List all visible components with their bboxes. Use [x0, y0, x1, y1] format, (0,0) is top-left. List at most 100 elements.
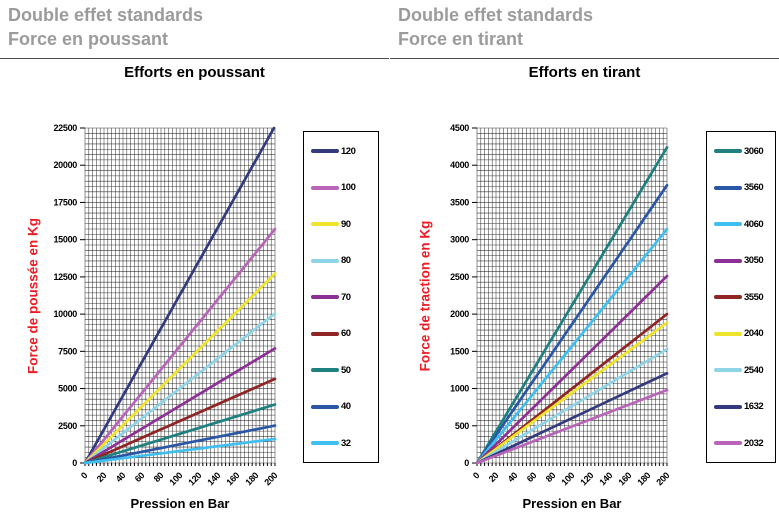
y-tick-label: 22500 [53, 123, 77, 133]
legend-label: 100 [341, 182, 356, 193]
legend-swatch [311, 295, 339, 299]
x-tick-label: 60 [133, 470, 147, 484]
legend-item-32: 32 [311, 438, 376, 449]
legend-item-1632: 1632 [714, 401, 773, 412]
y-tick-label: 12500 [53, 272, 77, 282]
legend-swatch [311, 368, 339, 372]
legend-swatch [714, 441, 742, 445]
series-line-60 [83, 377, 277, 465]
legend-swatch [714, 149, 742, 153]
legend-swatch [311, 149, 339, 153]
heading-line2: Force en poussant [8, 29, 169, 49]
legend-label: 2540 [744, 364, 764, 376]
legend-item-90: 90 [311, 219, 376, 230]
legend-item-3050: 3050 [714, 255, 773, 266]
legend-swatch [311, 222, 339, 226]
series-line-3050 [475, 274, 669, 465]
panel-heading: Double effet standards Force en tirant [390, 0, 779, 59]
y-axis-title: Force de traction en Kg [417, 220, 433, 372]
y-tick-label: 1000 [450, 384, 469, 394]
axis-ticks [472, 127, 668, 466]
x-tick-label: 140 [597, 470, 614, 487]
series-line-4060 [475, 227, 669, 465]
plot-grid [476, 127, 668, 464]
legend-swatch [714, 368, 742, 372]
x-tick-label: 200 [262, 470, 279, 487]
legend-item-2040: 2040 [714, 328, 773, 339]
legend-swatch [714, 331, 742, 336]
x-tick-label: 40 [114, 470, 128, 484]
legend-item-100: 100 [311, 182, 376, 193]
x-tick-label: 100 [167, 470, 184, 487]
x-tick-label: 120 [186, 470, 203, 487]
push-chart-plot: 0 2500 5000 7500 10000 12500 15000 17500 20000 22… [53, 123, 279, 487]
legend-label: 3550 [744, 291, 764, 303]
x-axis-title: Pression en Bar [522, 496, 622, 511]
y-tick-label: 4500 [450, 123, 469, 133]
series-line-100 [83, 227, 277, 465]
legend-label: 40 [341, 401, 351, 412]
legend-swatch [311, 185, 339, 190]
x-tick-label: 20 [487, 470, 501, 484]
y-tick-label: 0 [464, 458, 469, 468]
y-tick-label: 0 [72, 458, 77, 468]
y-tick-label: 2000 [450, 309, 469, 319]
y-tick-label: 2500 [58, 421, 77, 431]
heading-line1: Double effet standards [8, 5, 204, 25]
push-chart-legend: 120 100 90 80 70 60 50 40 32 [303, 131, 379, 463]
y-tick-label: 2500 [450, 272, 469, 282]
legend-label: 2040 [744, 328, 764, 339]
pull-chart-legend: 3060 3560 4060 3050 3550 2040 2540 1632 2032 [706, 131, 776, 463]
plot-grid [84, 127, 276, 464]
panel-heading: Double effet standards Force en poussant [0, 0, 389, 59]
series-line-120 [83, 126, 276, 465]
legend-label: 3060 [744, 145, 764, 157]
legend-item-120: 120 [311, 145, 376, 157]
y-tick-label: 15000 [53, 235, 77, 245]
legend-label: 4060 [744, 218, 764, 230]
legend-item-2032: 2032 [714, 438, 773, 449]
chart-title: Efforts en tirant [528, 64, 641, 81]
x-tick-label: 80 [544, 470, 558, 484]
x-tick-label: 180 [243, 470, 260, 487]
legend-swatch [714, 185, 742, 190]
x-tick-label: 140 [205, 470, 222, 487]
x-tick-label: 0 [471, 470, 482, 481]
pull-chart-panel: Double effet standards Force en tirant E… [390, 0, 779, 524]
legend-label: 120 [341, 145, 356, 157]
series-line-40 [83, 424, 277, 465]
legend-item-2540: 2540 [714, 364, 773, 376]
series-line-70 [83, 347, 277, 465]
push-chart-panel: Double effet standards Force en poussant… [0, 0, 389, 524]
y-tick-label: 10000 [53, 309, 77, 319]
x-tick-label: 200 [654, 470, 671, 487]
legend-swatch [714, 222, 742, 226]
legend-swatch [714, 295, 742, 299]
y-tick-label: 5000 [58, 384, 77, 394]
legend-label: 3050 [744, 255, 764, 266]
legend-item-40: 40 [311, 401, 376, 412]
y-tick-label: 1500 [450, 346, 469, 356]
x-tick-label: 0 [79, 470, 90, 481]
legend-label: 60 [341, 328, 351, 339]
legend-swatch [714, 258, 742, 263]
legend-item-80: 80 [311, 255, 376, 266]
y-tick-label: 17500 [53, 197, 77, 207]
legend-label: 50 [341, 364, 351, 376]
series-line-50 [83, 403, 277, 465]
legend-label: 70 [341, 291, 351, 303]
legend-swatch [311, 258, 339, 263]
x-tick-label: 160 [224, 470, 241, 487]
legend-item-50: 50 [311, 364, 376, 376]
legend-label: 3560 [744, 182, 764, 193]
legend-swatch [311, 331, 339, 336]
series-line-2040 [475, 321, 669, 465]
axis-ticks [80, 127, 276, 466]
y-tick-label: 500 [455, 421, 469, 431]
series-line-3060 [475, 146, 669, 465]
series-line-2540 [475, 347, 669, 465]
series-line-32 [83, 437, 277, 465]
legend-swatch [714, 404, 742, 409]
legend-swatch [311, 404, 339, 409]
series-line-80 [83, 312, 277, 465]
